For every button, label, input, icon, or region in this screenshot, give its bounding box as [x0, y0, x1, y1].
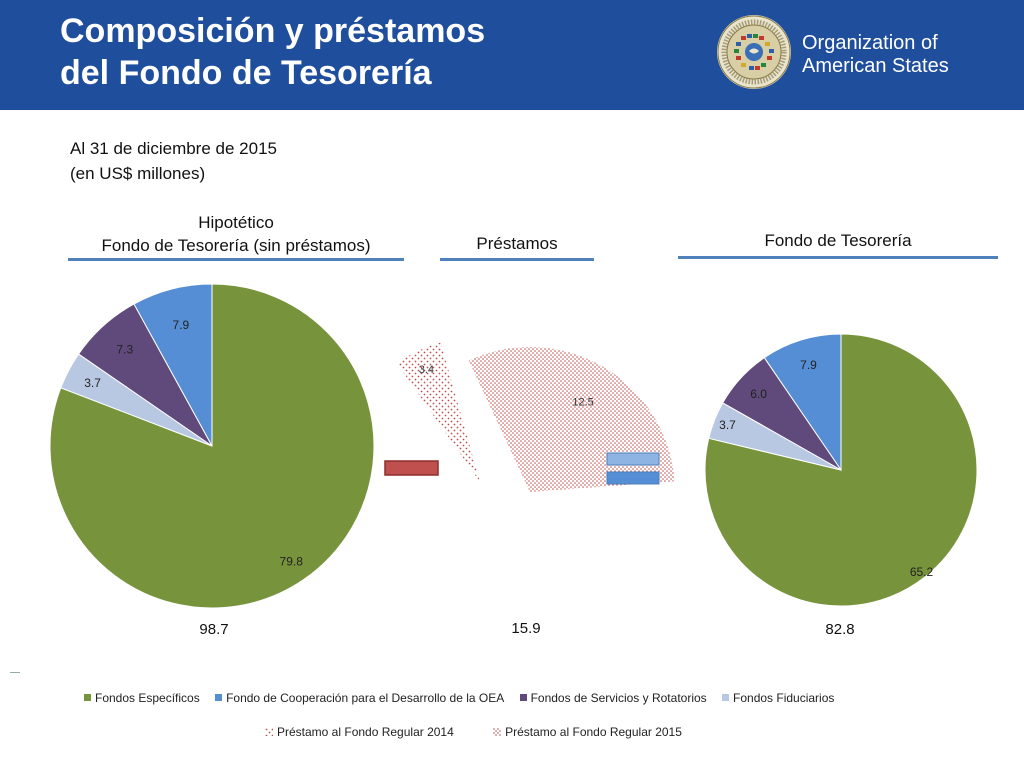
section-underline-hypothetical — [68, 258, 404, 261]
legend-label: Fondos Fiduciarios — [733, 690, 835, 705]
legend-label: Fondo de Cooperación para el Desarrollo … — [226, 690, 505, 705]
pie-slice — [708, 402, 842, 471]
total-loans: 15.9 — [511, 620, 541, 637]
pie-slice — [396, 342, 480, 482]
section-title-treasury: Fondo de Tesorería — [764, 231, 912, 250]
legend-row-1: Fondos Específicos Fondo de Cooperación … — [84, 690, 846, 705]
pie-data-label: 7.3 — [116, 343, 133, 357]
pie-data-label: 3.7 — [84, 376, 101, 390]
pie-data-label: 6.0 — [750, 387, 767, 401]
org-name-line-2: American States — [802, 55, 949, 77]
legend-label: Préstamo al Fondo Regular 2014 — [277, 725, 454, 739]
pie-data-label: 3.7 — [719, 418, 736, 432]
pie-hypothetical: 79.8 7.9 7.3 3.7 — [49, 283, 375, 609]
pie-slice — [468, 347, 675, 492]
legend-item-loan-2015: Préstamo al Fondo Regular 2015 — [493, 725, 682, 739]
oas-seal-logo — [717, 15, 791, 89]
date-line: Al 31 de diciembre de 2015 — [70, 139, 277, 158]
legend-swatch-dense — [493, 728, 502, 736]
minus-sign — [384, 460, 439, 476]
legend-item-fiduciarios: Fondos Fiduciarios — [722, 691, 834, 705]
slide-title: Composición y préstamos del Fondo de Tes… — [60, 10, 485, 94]
header-banner: Composición y préstamos del Fondo de Tes… — [0, 0, 1024, 110]
pie-slice — [763, 333, 842, 472]
legend-row-2: Préstamo al Fondo Regular 2014 Préstamo … — [265, 725, 694, 739]
section-title-hypothetical-line-2: Fondo de Tesorería (sin préstamos) — [101, 236, 371, 255]
legend-swatch-sparse — [265, 728, 273, 736]
title-line-1: Composición y préstamos — [60, 12, 486, 50]
legend-item-loan-2014: Préstamo al Fondo Regular 2014 — [265, 725, 454, 739]
units-line: (en US$ millones) — [70, 164, 206, 183]
section-title-hypothetical-line-1: Hipotético — [198, 213, 274, 232]
legend-item-servicios: Fondos de Servicios y Rotatorios — [519, 690, 707, 705]
total-hypothetical: 98.7 — [199, 621, 229, 638]
title-line-2: del Fondo de Tesorería — [60, 54, 432, 92]
legend-label: Préstamo al Fondo Regular 2015 — [505, 725, 682, 739]
pie-data-label: 3.4 — [419, 364, 434, 376]
date-subtitle: Al 31 de diciembre de 2015 (en US$ millo… — [70, 136, 277, 186]
org-name-line-1: Organization of — [802, 32, 938, 54]
pie-data-label: 7.9 — [173, 318, 190, 332]
pie-data-label: 12.5 — [572, 396, 593, 408]
total-treasury: 82.8 — [825, 621, 855, 638]
footer-mark — [10, 672, 20, 673]
pie-data-label: 79.8 — [280, 554, 304, 568]
legend-item-especificos: Fondos Específicos — [84, 691, 200, 705]
legend-label: Fondos de Servicios y Rotatorios — [530, 690, 707, 705]
section-title-hypothetical: Hipotético Fondo de Tesorería (sin prést… — [68, 211, 404, 257]
section-title-loans: Préstamos — [476, 234, 558, 253]
legend-label: Fondos Específicos — [95, 690, 200, 705]
org-name: Organization of American States — [802, 32, 949, 78]
section-underline-treasury — [678, 256, 998, 259]
pie-data-label: 65.2 — [910, 565, 934, 579]
pie-slice — [60, 353, 213, 447]
pie-data-label: 7.9 — [800, 358, 817, 372]
pie-treasury: 65.2 7.9 6.0 3.7 — [704, 333, 978, 607]
section-underline-loans — [440, 258, 594, 261]
equals-sign — [606, 452, 660, 485]
legend-item-cooperacion: Fondo de Cooperación para el Desarrollo … — [215, 691, 504, 705]
